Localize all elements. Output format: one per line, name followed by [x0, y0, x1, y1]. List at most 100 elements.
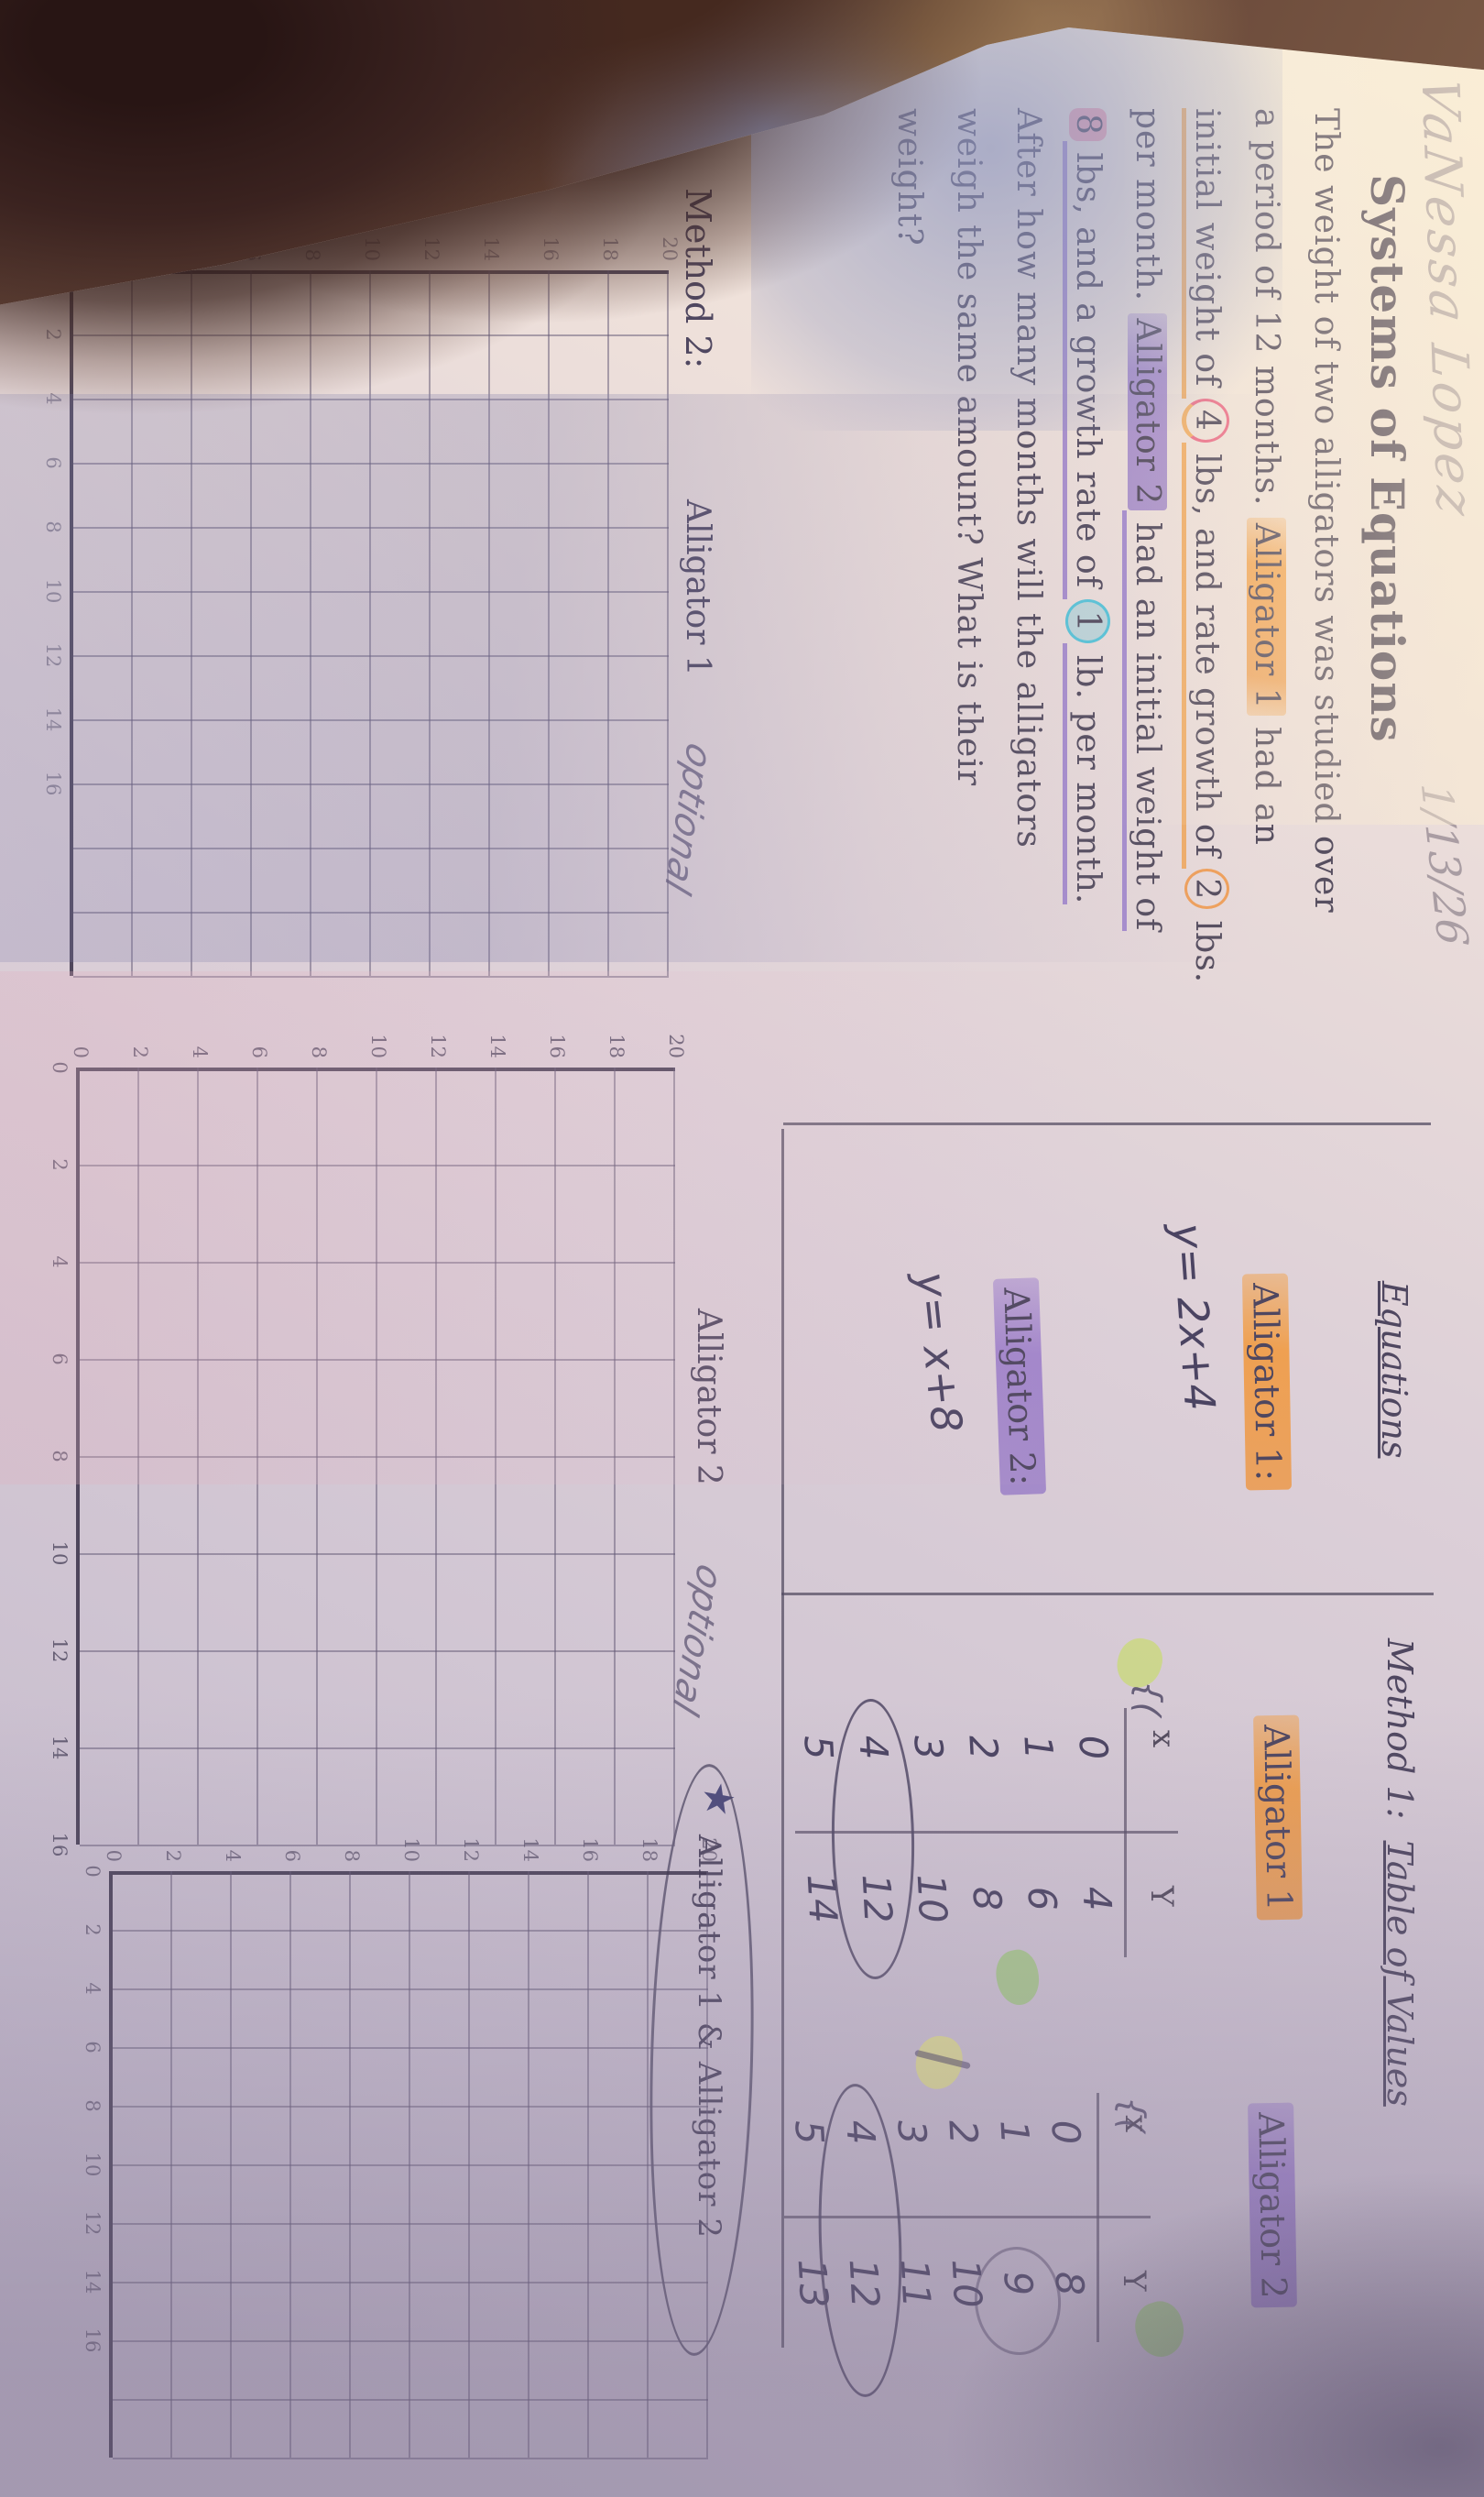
grid-x-axis-label: 4 — [49, 1255, 71, 1268]
grid-x-axis-label: 16 — [49, 1832, 71, 1857]
table-y-value: 8 — [964, 1885, 1010, 1912]
grid-x-axis-label: 2 — [49, 1158, 71, 1171]
grid-x-axis-label: 8 — [42, 520, 64, 533]
grid-hline — [256, 1068, 258, 1845]
problem-line: After how many months will the alligator… — [1009, 108, 1047, 849]
problem-text: The weight of two alligators was studied… — [832, 108, 1345, 1171]
grid-vline — [80, 1262, 675, 1264]
table-y-value: 8 — [1046, 2270, 1093, 2297]
equation-2-handwritten: y= x+8 — [905, 1269, 973, 1435]
grid-x-axis-label: 14 — [49, 1735, 71, 1760]
grid-vline — [73, 976, 669, 978]
grid-hline — [197, 1068, 199, 1845]
grid-x-axis-label: 16 — [42, 771, 64, 796]
grid-hline — [554, 1068, 556, 1845]
grid-y-axis-label: 4 — [222, 1849, 244, 1862]
problem-text-segment: a period of 12 months. — [1248, 108, 1285, 518]
grid-hline — [614, 1068, 616, 1845]
grid-hline — [349, 1871, 351, 2458]
grid-hline — [548, 270, 550, 976]
table-x-value: 2 — [960, 1734, 1007, 1761]
date-handwritten: 1/13/26 — [1411, 783, 1479, 947]
grid-y-axis-label: 10 — [400, 1837, 422, 1862]
problem-text-segment: Alligator 1 — [1247, 517, 1286, 716]
grid-y-axis-label: 18 — [638, 1837, 660, 1862]
table-col-x-header: x — [1145, 1730, 1182, 1748]
grid-y-axis-label: 16 — [579, 1837, 601, 1862]
method1-header-prefix: Method 1: — [1380, 1638, 1420, 1820]
grid-vline — [113, 1930, 708, 1932]
grid-hline — [468, 1871, 470, 2458]
table-y-value: 4 — [1074, 1885, 1120, 1912]
grid-vline — [80, 1456, 675, 1458]
grid-y-axis-label: 16 — [546, 1034, 568, 1058]
table-x-value: 2 — [940, 2119, 987, 2146]
table-col-y-header: Y — [1143, 1886, 1180, 1907]
table-label-alligator-1: Alligator 1 — [1253, 1714, 1303, 1921]
grid-x-axis-label: 6 — [42, 456, 64, 469]
table-x-value: 0 — [1042, 2119, 1089, 2146]
problem-line: per month. Alligator 2 had an initial we… — [1122, 108, 1167, 932]
graph-grid-3: 20 18 16 14 12 10 8 6 4 2 0 0 2 4 6 8 10 12 14 16 — [82, 1837, 720, 2459]
grid-vline — [113, 2047, 708, 2049]
table-y-value: 6 — [1019, 1885, 1065, 1912]
grid-vline — [73, 527, 669, 529]
grid-y-axis-label: 0 — [70, 1046, 92, 1058]
grid-hline — [409, 1871, 410, 2458]
grid-x-axis — [109, 1871, 113, 2458]
problem-text-segment: per month. — [1129, 108, 1166, 313]
problem-line: weigh the same amount? What is their — [950, 108, 988, 786]
grid-vline — [73, 399, 669, 400]
grid-hline — [376, 1068, 377, 1845]
grid-y-axis-label: 18 — [599, 236, 621, 261]
problem-line: The weight of two alligators was studied… — [1307, 108, 1345, 914]
grid-y-axis-label: 14 — [486, 1034, 508, 1058]
grid-y-axis-label: 10 — [367, 1034, 389, 1058]
grid2-label: Alligator 2 — [690, 1309, 727, 1485]
problem-text-segment: The weight of two alligators was studied… — [1307, 108, 1345, 914]
grid-vline — [80, 1650, 675, 1652]
grid-vline — [73, 719, 669, 721]
grid-vline — [113, 2340, 708, 2342]
grid-x-axis-label: 10 — [49, 1540, 71, 1566]
problem-text-segment: initial weight of — [1182, 108, 1226, 399]
table-x-value: 1 — [1015, 1734, 1062, 1761]
grid-vline — [113, 2458, 708, 2459]
grid-vline — [73, 334, 669, 336]
graph-grid-2: 20 18 16 14 12 10 8 6 4 2 0 0 2 4 6 8 10 12 14 16 — [49, 1034, 687, 1856]
page-title: Systems of Equations — [1360, 174, 1414, 743]
grid-x-axis-label: 4 — [42, 392, 64, 405]
method2-label: Method 2: — [678, 188, 718, 369]
grid-vline — [113, 2282, 708, 2283]
grid-hline — [673, 1068, 675, 1845]
grid-x-axis-label: 16 — [82, 2327, 104, 2353]
grid-hline — [137, 1068, 139, 1845]
table-y-value: 9 — [995, 2270, 1042, 2297]
grid-x-axis-label: 0 — [82, 1865, 104, 1878]
grid1-label: Alligator 1 — [679, 499, 716, 676]
grid-vline — [73, 912, 669, 914]
student-name: VaNessa Lopez — [1409, 73, 1484, 523]
grid-vline — [80, 1747, 675, 1749]
grid-hline — [316, 1068, 318, 1845]
grid-hline — [369, 270, 371, 976]
grid-hline — [667, 270, 669, 976]
grid-y-axis — [113, 1871, 708, 1875]
problem-text-segment: lbs, and a growth rate of — [1063, 140, 1107, 600]
grid-x-axis-label: 4 — [82, 1982, 104, 1995]
problem-text-segment: weight? — [890, 108, 928, 246]
grid-vline — [73, 655, 669, 657]
problem-line: initial weight of 4 lbs, and rate growth… — [1182, 108, 1229, 983]
equations-alligator1-label: Alligator 1: — [1241, 1273, 1293, 1491]
grid-vline — [113, 2106, 708, 2108]
grid-vline — [113, 2164, 708, 2166]
grid-hline — [435, 1068, 437, 1845]
grid-x-axis-label: 0 — [49, 1061, 71, 1074]
grid-y-axis-label: 12 — [427, 1034, 449, 1058]
grid-hline — [170, 1871, 172, 2458]
grid-hline — [131, 270, 133, 976]
grid-vline — [80, 1553, 675, 1555]
divider-vertical-2 — [781, 1593, 1434, 1595]
problem-text-segment: 2 — [1184, 869, 1229, 910]
